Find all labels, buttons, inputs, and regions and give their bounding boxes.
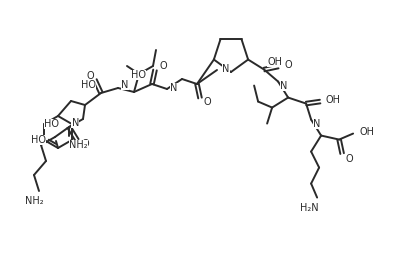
Text: O: O — [345, 153, 353, 164]
Text: HO: HO — [131, 70, 146, 80]
Text: O: O — [86, 71, 94, 81]
Text: OH: OH — [267, 57, 282, 67]
Text: N: N — [121, 80, 128, 90]
Text: O: O — [81, 139, 89, 149]
Text: NH₂: NH₂ — [69, 140, 88, 150]
Text: NH₂: NH₂ — [25, 196, 43, 206]
Text: N: N — [71, 118, 79, 128]
Text: O: O — [284, 60, 292, 69]
Text: HO: HO — [81, 80, 96, 90]
Text: OH: OH — [359, 127, 374, 137]
Text: HO: HO — [31, 135, 46, 145]
Text: N: N — [280, 81, 287, 90]
Text: O: O — [159, 61, 166, 71]
Text: H₂N: H₂N — [300, 202, 318, 213]
Text: N: N — [313, 118, 320, 129]
Text: N: N — [170, 83, 177, 93]
Text: O: O — [204, 97, 211, 107]
Text: N: N — [222, 64, 230, 74]
Text: OH: OH — [325, 95, 340, 104]
Text: HO: HO — [44, 119, 59, 129]
